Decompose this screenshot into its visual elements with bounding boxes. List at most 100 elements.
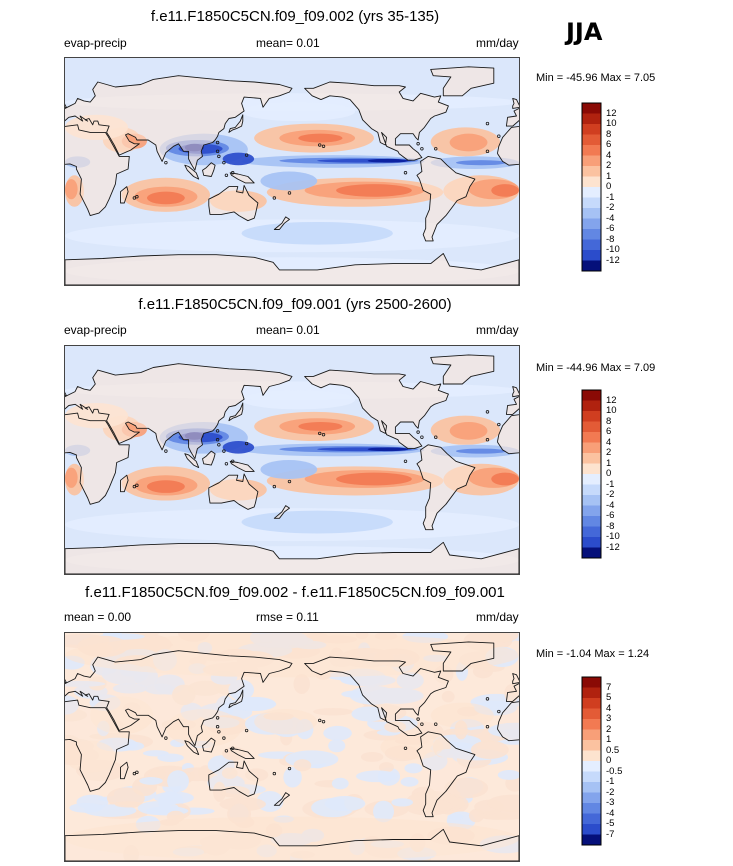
colorbar-tick-label: -3 [606,797,615,808]
panel-title: f.e11.F1850C5CN.f09_f09.002 - f.e11.F185… [85,584,505,601]
season-label: JJA [566,18,603,46]
island-outline [224,462,229,466]
island-outline [215,429,220,433]
colorbar-tick-label: 1 [606,734,612,745]
colorbar-swatch [582,145,601,156]
colorbar-swatch [582,813,601,825]
colorbar-swatch [582,229,601,240]
coastline-new-zealand [273,505,290,519]
island-outline [231,459,235,463]
island-outline [244,441,249,446]
colorbar-tick-label: 2 [606,447,612,458]
colorbar-swatch [582,740,601,751]
colorbar-case2: 12 10 8 6 4 2 1 0 -1 -2 -4 -6 -8 -10 -12 [581,389,620,559]
colorbar-swatch [582,432,601,443]
coastline-south-america [416,731,476,818]
colorbar-swatch [582,208,601,219]
colorbar-swatch [582,526,601,538]
island-outline [403,459,408,463]
colorbar-swatch [582,474,601,485]
colorbar-swatch [582,803,601,814]
island-outline [416,430,420,434]
panel-title: f.e11.F1850C5CN.f09_f09.001 (yrs 2500-26… [138,296,452,313]
island-outline [222,736,226,740]
island-outline [321,144,326,148]
coastline-europe-asia [65,75,293,171]
coastline-sumatra [184,453,200,469]
island-outline [132,484,137,489]
coastline-japan [228,689,244,709]
coastline-australia [208,184,259,222]
mean-label: mean= 0.01 [256,323,320,337]
colorbar-swatch [582,442,601,454]
colorbar-tick-label: -2 [606,489,615,500]
island-outline [485,121,490,126]
island-outline [222,160,226,165]
colorbar-tick-label: -0.5 [606,765,623,777]
coastline-madagascar [120,186,129,204]
panel-title: f.e11.F1850C5CN.f09_f09.002 (yrs 35-135) [150,8,440,25]
island-outline [321,719,326,724]
coastline-africa [497,414,519,455]
colorbar-tick-label: -10 [606,531,620,542]
island-outline [215,140,220,145]
island-outline [485,725,490,729]
mean-label: mean= 0.01 [256,36,320,50]
colorbar-swatch [582,400,601,412]
colorbar-swatch [582,250,601,261]
coastline-north-america [304,81,449,161]
island-outline [217,443,221,447]
coastline-japan [228,402,244,422]
colorbar-swatch [582,771,601,783]
colorbar-tick-label: 0 [606,468,612,479]
colorbar-swatch [582,166,601,177]
coastline-uk [65,103,67,108]
colorbar-tick-label: 4 [606,436,612,448]
coastline-australia [208,760,259,797]
island-outline [135,195,139,199]
island-outline [434,722,438,726]
coastline-uk [65,678,67,684]
colorbar-case1: 12 10 8 6 4 2 1 0 -1 -2 -4 -6 -8 -10 -12 [581,102,620,272]
island-outline [403,171,408,175]
coastline-japan [228,114,244,133]
colorbar-tick-label: 1 [606,457,612,469]
minmax-label: Min = -44.96 Max = 7.09 [536,362,656,374]
colorbar-tick-label: 4 [606,149,612,161]
island-outline [224,749,229,753]
coastline-greenland [430,354,495,385]
coastline-new-guinea [229,460,255,472]
island-outline [164,160,168,165]
rmse-label: rmse = 0.11 [256,610,319,624]
island-outline [244,728,249,733]
colorbar-swatch [582,824,601,835]
colorbar-swatch [582,176,601,188]
island-outline [217,154,221,159]
coastlines [65,66,519,285]
island-outline [272,771,277,776]
coastline-south-america [416,444,476,531]
colorbar-swatch [582,260,601,272]
colorbar-tick-label: -6 [606,223,615,234]
colorbar-swatch [582,719,601,730]
coastline-antarctica [65,828,519,861]
coastline-antarctica [65,253,519,285]
island-outline [318,718,322,723]
island-outline [318,431,322,436]
colorbar-tick-label: -8 [606,520,615,532]
colorbar-tick-label: -8 [606,233,615,245]
colorbar-swatch [582,505,601,517]
island-outline [231,746,235,750]
colorbar-swatch [582,708,601,720]
colorbar-tick-label: 2 [606,723,612,735]
colorbar-swatch [582,197,601,209]
island-outline [485,410,490,414]
colorbar-swatch [582,239,601,251]
colorbar-swatch [582,782,601,793]
colorbar-tick-label: 0 [606,755,612,766]
colorbar-diff: 7 5 4 3 2 1 0.5 0 -0.5 -1 -2 -3 -4 -5 -7 [581,676,622,846]
colorbar-swatch [582,750,601,762]
island-outline [434,147,438,151]
colorbar-tick-label: 12 [606,394,617,406]
colorbar-tick-label: 12 [606,107,617,119]
